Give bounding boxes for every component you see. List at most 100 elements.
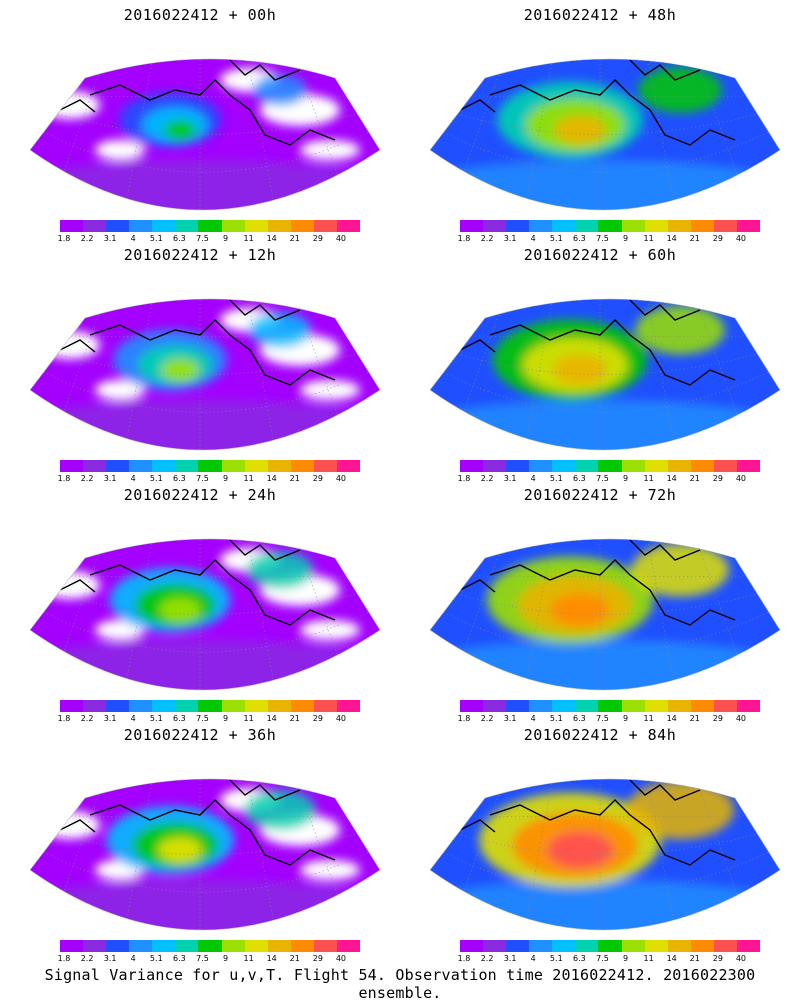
colorbar-swatch	[267, 220, 291, 232]
colorbar-tick-label: 2.2	[80, 714, 94, 723]
colorbar-swatch	[506, 220, 530, 232]
colorbar-tick-label: 3.1	[103, 714, 117, 723]
colorbar-tick-label: 14	[666, 714, 677, 723]
colorbar-swatch	[83, 700, 107, 712]
colorbar-tick-label: 40	[735, 954, 747, 963]
colorbar-swatch	[60, 460, 84, 472]
colorbar-swatch	[644, 220, 668, 232]
panel-title: 2016022412 + 00h	[123, 6, 277, 24]
colorbar-swatch	[529, 700, 553, 712]
colorbar-swatch	[506, 460, 530, 472]
colorbar-tick-label: 7.5	[196, 474, 209, 483]
coastline	[59, 299, 336, 386]
colorbar-swatch	[460, 700, 484, 712]
colorbar-swatch	[129, 460, 153, 472]
panel-title: 2016022412 + 60h	[523, 246, 677, 264]
colorbar-swatch	[106, 460, 130, 472]
colorbar-swatch	[644, 940, 668, 952]
colorbar-swatch	[60, 940, 84, 952]
colorbar-ticks: 1.8 2.2 3.1 4 5.1 6.3 7.5 9 11 14 21 29 40	[58, 954, 360, 964]
colorbar-swatch	[198, 220, 222, 232]
colorbar-tick-label: 5.1	[549, 954, 563, 963]
colorbar-swatch	[713, 460, 737, 472]
colorbar-swatch	[483, 220, 507, 232]
colorbar-swatch	[667, 940, 691, 952]
colorbar-swatch	[198, 460, 222, 472]
colorbar-tick-label: 14	[266, 954, 277, 963]
colorbar-tick-label: 2.2	[480, 714, 494, 723]
colorbar-tick-label: 40	[735, 234, 747, 243]
colorbar-swatch	[690, 220, 714, 232]
colorbar-swatch	[244, 940, 268, 952]
colorbar-tick-label: 1.8	[457, 234, 471, 243]
figure-caption: Signal Variance for u,v,T. Flight 54. Ob…	[44, 966, 756, 1002]
colorbar-tick-label: 11	[643, 234, 654, 243]
colorbar-swatch	[129, 220, 153, 232]
colorbar-swatch	[736, 460, 761, 472]
colorbar-tick-label: 2.2	[480, 954, 494, 963]
colorbar-swatch	[106, 220, 130, 232]
colorbar-swatch	[598, 220, 622, 232]
colorbar-swatch	[690, 700, 714, 712]
variance-map	[429, 58, 781, 211]
colorbar-swatch	[221, 700, 245, 712]
colorbar-tick-label: 3.1	[503, 954, 517, 963]
colorbar-swatch	[83, 220, 107, 232]
colorbar-tick-label: 14	[266, 714, 277, 723]
colorbar-swatch	[483, 700, 507, 712]
colorbar-tick-label: 5.1	[149, 234, 163, 243]
colorbar-swatch	[152, 460, 176, 472]
colorbar-swatch	[175, 460, 199, 472]
colorbar-tick-label: 6.3	[173, 474, 186, 483]
colorbar-tick-label: 11	[243, 234, 254, 243]
colorbar-swatch	[313, 700, 337, 712]
colorbar-tick-label: 29	[312, 234, 323, 243]
variance-map	[29, 538, 381, 691]
colorbar-tick-label: 6.3	[573, 954, 586, 963]
colorbar-tick-label: 2.2	[80, 954, 94, 963]
colorbar-swatch	[267, 460, 291, 472]
colorbar-tick-label: 1.8	[457, 474, 471, 483]
colorbar-tick-label: 9	[622, 714, 629, 723]
colorbar-tick-label: 11	[643, 474, 654, 483]
colorbar-swatch	[106, 700, 130, 712]
colorbar-tick-label: 1.8	[57, 474, 71, 483]
colorbar-swatch	[244, 220, 268, 232]
colorbar-tick-label: 2.2	[480, 474, 494, 483]
colorbar-tick-label: 21	[289, 954, 300, 963]
colorbar-swatch	[175, 940, 199, 952]
map-panel: 2016022412 + 84h 1.8 2.2 3.1 4 5.1 6.3 7.5 9 11 14…	[400, 720, 800, 963]
colorbar-swatch	[60, 700, 84, 712]
colorbar-swatch	[667, 700, 691, 712]
colorbar-tick-label: 1.8	[457, 714, 471, 723]
colorbar-swatch	[575, 220, 599, 232]
variance-map	[429, 538, 781, 691]
coastline	[459, 59, 736, 146]
colorbar-tick-label: 7.5	[196, 714, 209, 723]
colorbar-tick-label: 29	[712, 234, 723, 243]
colorbar-tick-label: 29	[312, 714, 323, 723]
colorbar-swatch	[290, 220, 314, 232]
colorbar-swatch	[152, 700, 176, 712]
colorbar	[60, 940, 361, 952]
variance-map	[29, 58, 381, 211]
colorbar-swatch	[598, 460, 622, 472]
colorbar-tick-label: 11	[643, 714, 654, 723]
colorbar-swatch	[336, 220, 361, 232]
colorbar	[60, 460, 361, 472]
colorbar-tick-label: 11	[643, 954, 654, 963]
colorbar-swatch	[690, 940, 714, 952]
coastline	[59, 779, 336, 866]
colorbar-swatch	[575, 940, 599, 952]
colorbar-tick-label: 9	[222, 714, 229, 723]
colorbar-tick-label: 3.1	[103, 954, 117, 963]
variance-map	[29, 778, 381, 931]
colorbar-swatch	[313, 220, 337, 232]
colorbar-tick-label: 14	[666, 954, 677, 963]
colorbar-swatch	[83, 940, 107, 952]
map-panel: 2016022412 + 60h 1.8 2.2 3.1 4 5.1 6.3 7.5 9 11 14…	[400, 240, 800, 483]
colorbar-tick-label: 2.2	[80, 234, 94, 243]
panel-title: 2016022412 + 36h	[123, 726, 277, 744]
colorbar-tick-label: 4	[130, 714, 136, 723]
colorbar-swatch	[221, 460, 245, 472]
